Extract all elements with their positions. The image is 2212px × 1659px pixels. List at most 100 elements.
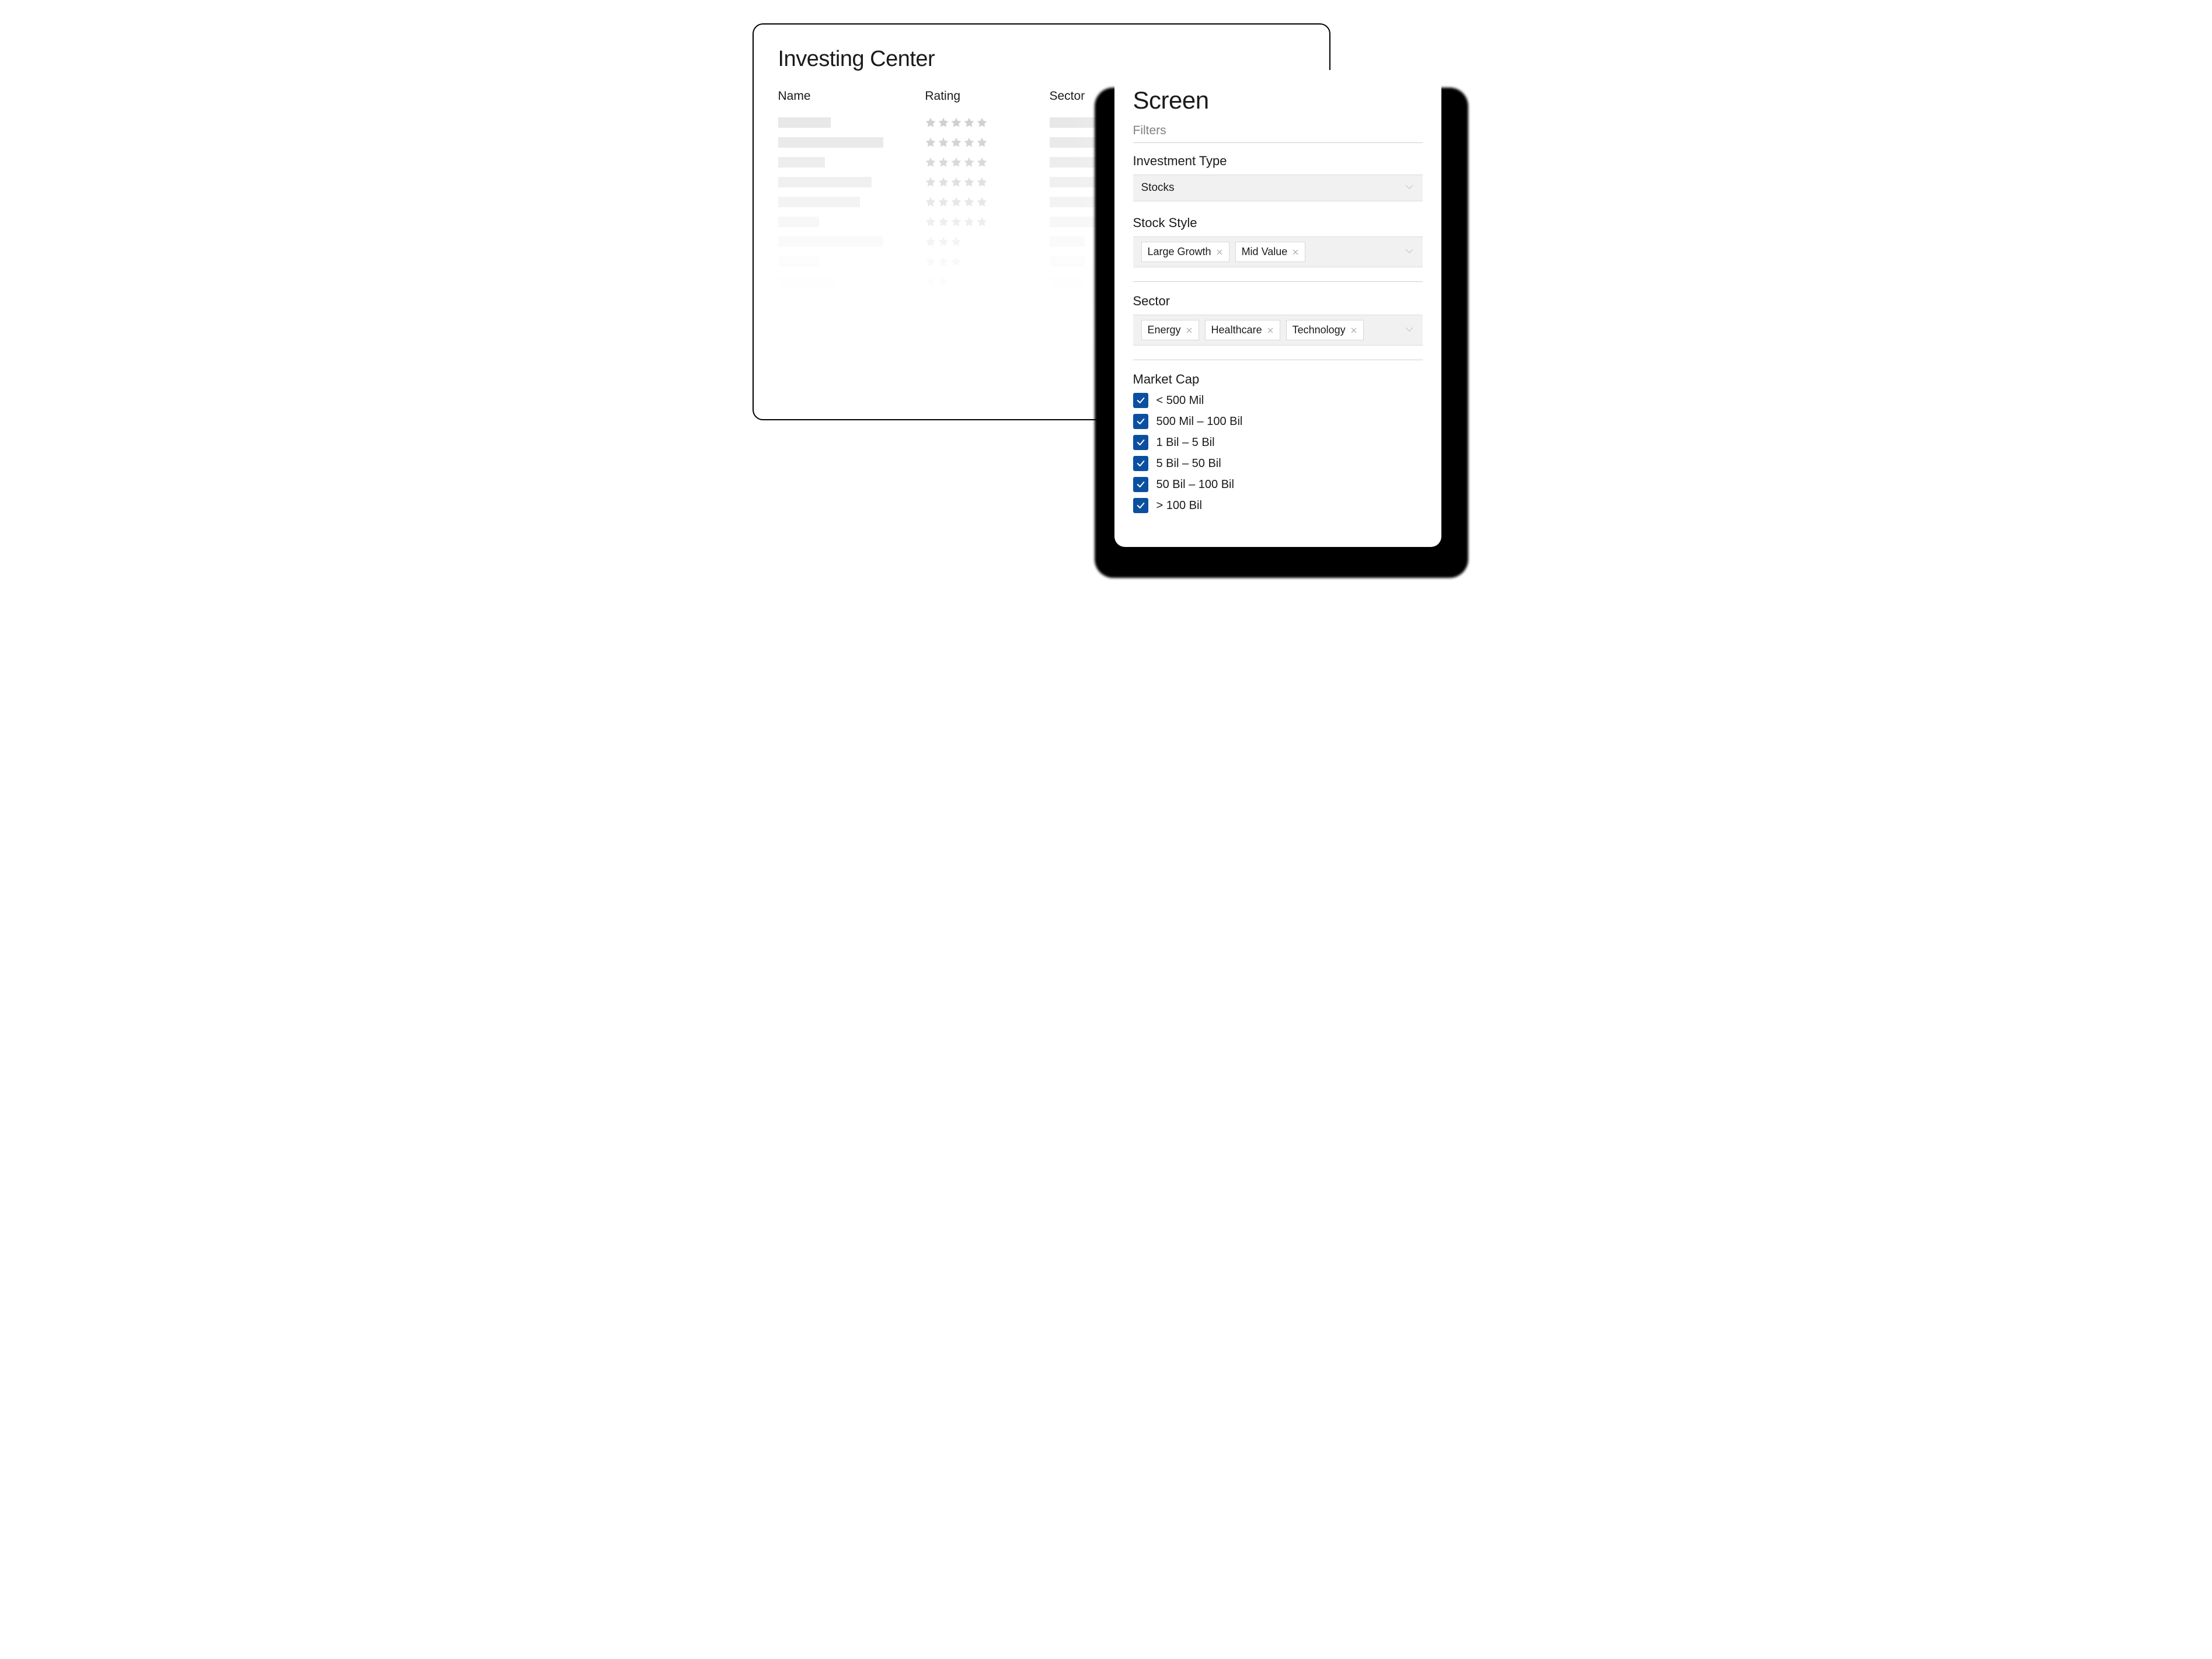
star-icon [950, 137, 962, 148]
chevron-down-icon [1404, 182, 1415, 192]
sector-select[interactable]: Energy Healthcare Technology [1133, 315, 1423, 346]
star-icon [938, 196, 949, 208]
rating-stars [925, 117, 1049, 128]
name-skeleton [778, 117, 831, 128]
market-cap-option[interactable]: 1 Bil – 5 Bil [1133, 435, 1423, 450]
investment-type-value: Stocks [1141, 182, 1175, 194]
rating-stars [925, 256, 1049, 267]
tag-label: Large Growth [1148, 246, 1211, 258]
market-cap-label: Market Cap [1133, 372, 1423, 387]
market-cap-list: < 500 Mil 500 Mil – 100 Bil 1 Bil – 5 Bil 5… [1133, 393, 1423, 513]
star-icon [925, 256, 936, 267]
table-row [778, 192, 1140, 212]
star-icon [938, 156, 949, 168]
star-icon [976, 137, 988, 148]
filters-heading: Filters [1133, 124, 1423, 143]
chevron-down-icon [1404, 246, 1415, 256]
market-cap-section: Market Cap < 500 Mil 500 Mil – 100 Bil 1 B… [1133, 372, 1423, 513]
rating-stars [925, 216, 1049, 228]
checkbox-label: 5 Bil – 50 Bil [1156, 457, 1221, 470]
star-icon [925, 216, 936, 228]
star-icon [976, 216, 988, 228]
star-icon [925, 156, 936, 168]
stock-style-tag[interactable]: Large Growth [1141, 242, 1229, 262]
checkbox[interactable] [1133, 498, 1148, 513]
star-icon [925, 117, 936, 128]
panel-title: Screen [1133, 86, 1423, 114]
stock-style-tag[interactable]: Mid Value [1235, 242, 1306, 262]
star-icon [938, 216, 949, 228]
checkbox-label: 500 Mil – 100 Bil [1156, 415, 1243, 428]
star-icon [950, 117, 962, 128]
star-icon [976, 196, 988, 208]
page-title: Investing Center [778, 47, 1305, 72]
checkbox-label: 1 Bil – 5 Bil [1156, 436, 1215, 449]
stock-style-select[interactable]: Large Growth Mid Value [1133, 236, 1423, 267]
checkbox[interactable] [1133, 393, 1148, 408]
table-row [778, 133, 1140, 152]
star-icon [963, 156, 975, 168]
table-row [778, 172, 1140, 192]
results-table: Name Rating Sector [778, 89, 1140, 291]
investment-type-select[interactable]: Stocks [1133, 175, 1423, 201]
investment-type-label: Investment Type [1133, 154, 1423, 169]
tag-label: Energy [1148, 324, 1181, 336]
star-icon [976, 156, 988, 168]
sector-skeleton [1050, 157, 1096, 168]
close-icon[interactable] [1186, 327, 1193, 334]
tag-label: Healthcare [1211, 324, 1262, 336]
star-icon [938, 256, 949, 267]
checkbox-label: > 100 Bil [1156, 499, 1202, 513]
name-skeleton [778, 157, 825, 168]
close-icon[interactable] [1292, 249, 1299, 256]
market-cap-option[interactable]: 5 Bil – 50 Bil [1133, 456, 1423, 471]
column-header-name: Name [778, 89, 925, 103]
star-icon [950, 216, 962, 228]
star-icon [938, 176, 949, 188]
checkbox[interactable] [1133, 477, 1148, 492]
name-skeleton [778, 177, 872, 187]
table-row [778, 212, 1140, 232]
rating-stars [925, 176, 1049, 188]
market-cap-option[interactable]: 500 Mil – 100 Bil [1133, 414, 1423, 429]
star-icon [925, 176, 936, 188]
star-icon [938, 276, 949, 287]
table-row [778, 113, 1140, 133]
close-icon[interactable] [1267, 327, 1274, 334]
stage: Investing Center Name Rating Sector Scre… [744, 23, 1468, 566]
table-row [778, 252, 1140, 271]
rating-stars [925, 137, 1049, 148]
stock-style-section: Stock Style Large GrowthMid Value [1133, 215, 1423, 267]
sector-tag[interactable]: Technology [1286, 320, 1364, 340]
rating-stars [925, 276, 1049, 287]
name-skeleton [778, 217, 819, 227]
star-icon [925, 137, 936, 148]
checkbox[interactable] [1133, 435, 1148, 450]
close-icon[interactable] [1350, 327, 1357, 334]
market-cap-option[interactable]: > 100 Bil [1133, 498, 1423, 513]
checkbox[interactable] [1133, 456, 1148, 471]
checkbox-label: 50 Bil – 100 Bil [1156, 478, 1234, 492]
star-icon [950, 176, 962, 188]
star-icon [950, 196, 962, 208]
sector-skeleton [1050, 236, 1085, 247]
checkbox[interactable] [1133, 414, 1148, 429]
market-cap-option[interactable]: 50 Bil – 100 Bil [1133, 477, 1423, 492]
market-cap-option[interactable]: < 500 Mil [1133, 393, 1423, 408]
star-icon [976, 117, 988, 128]
star-icon [938, 137, 949, 148]
name-skeleton [778, 236, 883, 247]
close-icon[interactable] [1216, 249, 1223, 256]
checkbox-label: < 500 Mil [1156, 394, 1204, 407]
name-skeleton [778, 137, 883, 148]
sector-tag[interactable]: Energy [1141, 320, 1199, 340]
sector-tag[interactable]: Healthcare [1205, 320, 1280, 340]
sector-section: Sector EnergyHealthcareTechnology [1133, 294, 1423, 346]
rating-stars [925, 196, 1049, 208]
star-icon [963, 216, 975, 228]
name-skeleton [778, 197, 860, 207]
star-icon [963, 196, 975, 208]
star-icon [925, 236, 936, 248]
table-row [778, 232, 1140, 252]
divider [1133, 281, 1423, 282]
